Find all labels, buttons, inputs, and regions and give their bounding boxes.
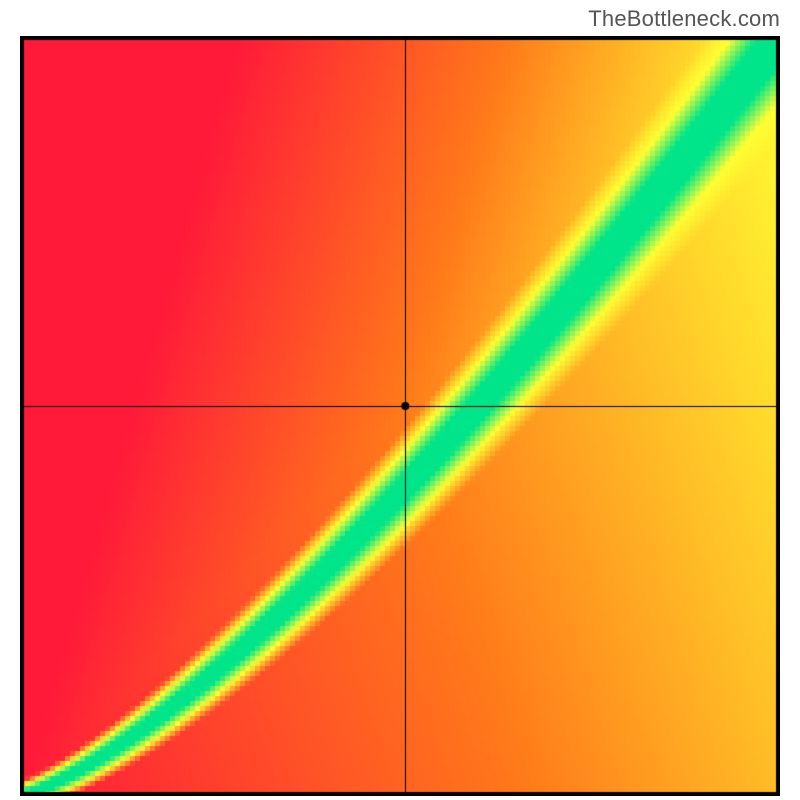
attribution-text: TheBottleneck.com <box>588 6 780 32</box>
bottleneck-heatmap <box>20 36 780 796</box>
heatmap-canvas <box>20 36 780 796</box>
